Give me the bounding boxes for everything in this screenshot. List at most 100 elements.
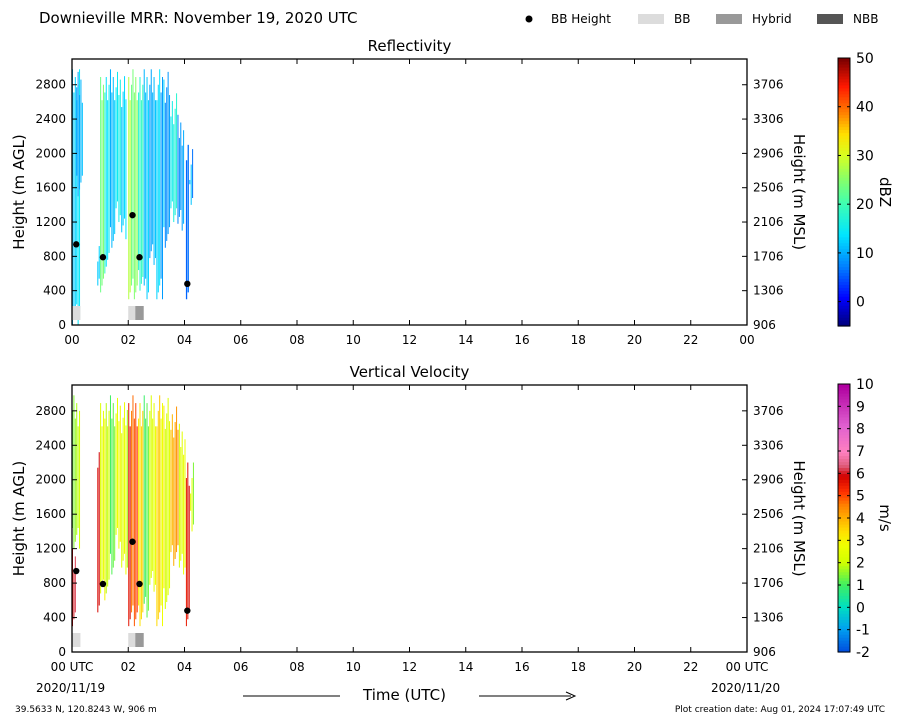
data-strip	[183, 130, 185, 224]
colorbar-strip	[838, 547, 850, 552]
colorbar-strip	[838, 512, 850, 516]
data-strip	[190, 164, 192, 205]
colorbar-strip	[838, 302, 850, 306]
data-strip	[189, 179, 191, 185]
data-strip	[184, 439, 186, 568]
panel-title: Vertical Velocity	[350, 363, 470, 381]
data-strip	[98, 246, 100, 279]
data-strip	[109, 69, 111, 228]
data-strip	[160, 92, 162, 279]
data-strip	[192, 149, 194, 199]
colorbar-strip	[838, 515, 850, 519]
colorbar-strip	[838, 413, 850, 418]
data-column	[190, 462, 194, 532]
data-strip	[121, 433, 123, 568]
bb-height-point	[129, 538, 136, 545]
colorbar-strip	[838, 224, 850, 229]
data-strip	[128, 77, 130, 300]
x-tick-label: 18	[571, 333, 586, 347]
y2-tick-label: 2906	[753, 146, 784, 160]
bb-height-point	[99, 580, 107, 588]
bb-height-point	[184, 280, 191, 288]
colorbar-tick-label: 10	[856, 377, 874, 393]
colorbar-tick-label: 4	[856, 511, 865, 527]
colorbar-strip	[838, 144, 850, 148]
legend-label-1: BB	[674, 12, 690, 26]
y2-tick-label: 1706	[753, 576, 784, 590]
colorbar-strip	[838, 162, 850, 166]
colorbar-strip	[838, 595, 850, 599]
colorbar-strip	[838, 488, 850, 492]
legend: BB Height BB Hybrid NBB	[525, 12, 878, 26]
colorbar-strip	[838, 634, 850, 638]
legend-marker-0	[525, 15, 533, 23]
data-strip	[118, 421, 120, 549]
x-tick-label: 14	[458, 660, 473, 674]
legend-swatch-1	[638, 14, 664, 24]
data-strip	[73, 571, 75, 620]
x-tick-label: 20	[627, 660, 642, 674]
colorbar-strip	[838, 520, 850, 525]
colorbar-strip	[838, 637, 850, 641]
data-strip	[136, 426, 138, 613]
colorbar: 0 10 20 30 40 50	[837, 51, 874, 327]
x-tick-label: 04	[177, 660, 192, 674]
colorbar-strip	[838, 311, 850, 315]
data-column	[143, 395, 149, 618]
y-axis-title: Height (m AGL)	[10, 134, 28, 249]
bb-height-point	[73, 567, 80, 575]
data-strip	[154, 100, 156, 259]
colorbar-strip	[838, 266, 850, 271]
colorbar-strip	[838, 574, 850, 579]
data-strip	[185, 160, 188, 300]
data-strip	[159, 395, 161, 613]
colorbar-strip	[838, 470, 850, 474]
colorbar-strip	[838, 583, 850, 588]
data-strip	[177, 429, 179, 546]
y-tick-label: 2800	[35, 78, 66, 92]
bb-height-point	[73, 241, 80, 248]
data-strip	[76, 100, 78, 305]
data-strip	[117, 71, 119, 202]
colorbar-strip	[838, 275, 850, 279]
colorbar-strip	[838, 248, 850, 253]
colorbar-strip	[838, 529, 850, 534]
data-strip	[76, 403, 78, 535]
colorbar-strip	[838, 212, 850, 217]
colorbar-strip	[838, 287, 850, 291]
colorbar-strip	[838, 404, 850, 409]
data-column	[104, 77, 110, 274]
data-strip	[181, 145, 183, 231]
colorbar-strip	[838, 186, 850, 190]
colorbar-strip	[838, 111, 850, 116]
colorbar-tick-label: -1	[856, 623, 870, 639]
colorbar-strip	[838, 598, 850, 602]
data-column	[128, 395, 138, 627]
colorbar-strip	[838, 105, 850, 110]
colorbar-strip	[838, 138, 850, 142]
colorbar-strip	[838, 509, 850, 513]
colorbar-strip	[838, 63, 850, 68]
data-strip	[174, 422, 176, 559]
colorbar-strip	[838, 613, 850, 617]
data-strip	[187, 144, 189, 293]
data-column	[76, 71, 83, 197]
y2-tick-label: 1306	[753, 284, 784, 298]
data-strip	[79, 410, 81, 549]
data-strip	[142, 84, 144, 277]
colorbar-strip	[838, 556, 850, 561]
colorbar-strip	[838, 96, 850, 101]
data-strip	[176, 93, 178, 209]
colorbar-strip	[838, 416, 850, 421]
data-strip	[112, 77, 114, 241]
data-column	[177, 114, 185, 231]
data-column	[109, 69, 116, 248]
colorbar-strip	[838, 263, 850, 268]
data-column	[163, 71, 171, 248]
data-strip	[147, 426, 149, 611]
colorbar-strip	[838, 93, 850, 98]
colorbar-strip	[838, 553, 850, 558]
colorbar-strip	[838, 395, 850, 400]
colorbar-strip	[838, 168, 850, 172]
data-column	[149, 395, 156, 592]
